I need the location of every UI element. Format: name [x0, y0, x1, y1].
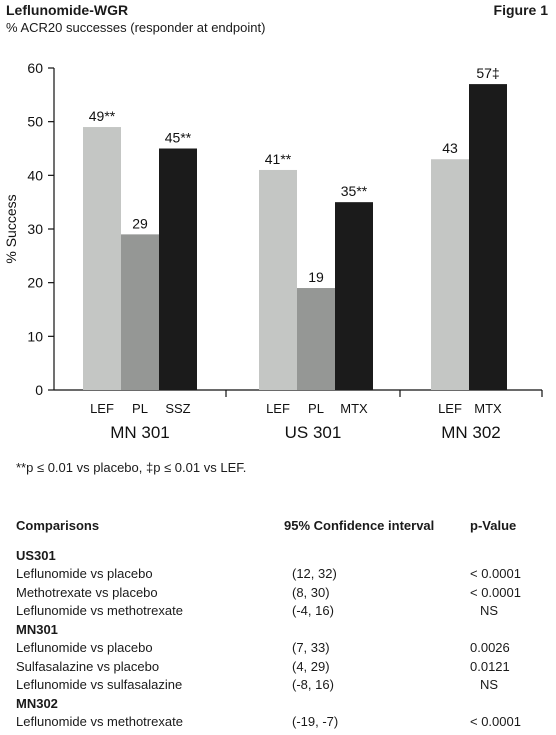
confidence-interval-cell: (8, 30)	[292, 584, 330, 600]
group-label: MN 301	[110, 423, 170, 442]
p-value-cell: < 0.0001	[470, 714, 521, 730]
bar-category-label: SSZ	[165, 401, 190, 416]
chart-title: Leflunomide-WGR	[6, 2, 129, 18]
bar	[83, 127, 121, 391]
y-tick-label: 10	[27, 328, 43, 344]
footnote: **p ≤ 0.01 vs placebo, ‡p ≤ 0.01 vs LEF.	[16, 460, 247, 475]
table-row: Sulfasalazine vs placebo (4, 29) 0.0121	[16, 657, 546, 676]
bar-category-label: PL	[308, 401, 324, 416]
confidence-interval-cell: (4, 29)	[292, 658, 330, 674]
bar-data-label: 43	[442, 140, 458, 156]
p-value-cell: 0.0121	[470, 658, 510, 674]
confidence-interval-cell: (7, 33)	[292, 640, 330, 656]
figure-label: Figure 1	[493, 2, 548, 18]
comparison-cell: Leflunomide vs methotrexate	[16, 603, 183, 619]
table-group-row: US301	[16, 546, 546, 565]
table-row: Leflunomide vs sulfasalazine (-8, 16) NS	[16, 676, 546, 695]
table-header-row: Comparisons 95% Confidence interval p-Va…	[16, 518, 546, 546]
y-tick-label: 30	[27, 221, 43, 237]
y-tick-label: 40	[27, 167, 43, 183]
bar-data-label: 35**	[341, 183, 368, 199]
header-p-value: p-Value	[470, 518, 517, 533]
comparison-cell: Leflunomide vs sulfasalazine	[16, 677, 183, 693]
p-value-cell: 0.0026	[470, 640, 510, 656]
chart-subtitle: % ACR20 successes (responder at endpoint…	[6, 20, 266, 35]
confidence-interval-cell: (-8, 16)	[292, 677, 334, 693]
table-group-row: MN301	[16, 620, 546, 639]
y-axis-label: % Success	[3, 194, 19, 263]
group-label: US 301	[285, 423, 342, 442]
header-comparisons: Comparisons	[16, 518, 100, 533]
bar-category-label: LEF	[266, 401, 290, 416]
table-row: Leflunomide vs placebo (7, 33) 0.0026	[16, 639, 546, 658]
comparison-cell: Leflunomide vs placebo	[16, 640, 153, 656]
y-tick-label: 0	[35, 382, 43, 398]
table-group-name: MN301	[16, 621, 58, 637]
confidence-interval-cell: (-4, 16)	[292, 603, 334, 619]
bar	[159, 148, 197, 390]
comparison-cell: Leflunomide vs placebo	[16, 566, 153, 582]
comparison-cell: Methotrexate vs placebo	[16, 584, 158, 600]
p-value-cell: NS	[480, 677, 499, 693]
table-row: Leflunomide vs methotrexate (-19, -7) < 0.…	[16, 713, 546, 732]
bar-data-label: 45**	[165, 130, 192, 146]
bar	[335, 202, 373, 390]
group-label: MN 302	[441, 423, 501, 442]
table-row: Methotrexate vs placebo (8, 30) < 0.0001	[16, 583, 546, 602]
comparison-cell: Sulfasalazine vs placebo	[16, 658, 160, 674]
bar-data-label: 41**	[265, 151, 292, 167]
confidence-interval-cell: (12, 32)	[292, 566, 337, 582]
table-group-name: US301	[16, 547, 56, 563]
bar-category-label: LEF	[90, 401, 114, 416]
bar-category-label: PL	[132, 401, 148, 416]
bar-data-label: 29	[132, 215, 148, 231]
bar-data-label: 19	[308, 269, 324, 285]
p-value-cell: < 0.0001	[470, 566, 521, 582]
header-confidence-interval: 95% Confidence interval	[284, 518, 435, 533]
table-group-row: MN302	[16, 694, 546, 713]
bar-chart: 0 10 20 30 40 50 60 % Success 49** LEF 29 PL 45** SSZ…	[3, 60, 543, 442]
bar-category-label: MTX	[474, 401, 502, 416]
table-row: Leflunomide vs methotrexate (-4, 16) NS	[16, 602, 546, 621]
bar	[431, 159, 469, 390]
p-value-cell: < 0.0001	[470, 584, 521, 600]
bar	[259, 169, 297, 390]
table-group-name: MN302	[16, 695, 58, 711]
bar-category-label: MTX	[340, 401, 368, 416]
table-row: Leflunomide vs placebo (12, 32) < 0.0001	[16, 565, 546, 584]
bar-data-label: 49**	[89, 108, 116, 124]
bar	[469, 84, 507, 390]
bar-category-label: LEF	[438, 401, 462, 416]
bar	[121, 234, 159, 390]
comparison-cell: Leflunomide vs methotrexate	[16, 714, 183, 730]
y-tick-label: 20	[27, 275, 43, 291]
y-tick-label: 50	[27, 114, 43, 130]
confidence-interval-cell: (-19, -7)	[292, 714, 339, 730]
y-tick-label: 60	[27, 60, 43, 76]
comparison-table: Comparisons 95% Confidence interval p-Va…	[16, 518, 546, 731]
p-value-cell: NS	[480, 603, 499, 619]
bar	[297, 288, 335, 390]
bar-data-label: 57‡	[476, 65, 499, 81]
